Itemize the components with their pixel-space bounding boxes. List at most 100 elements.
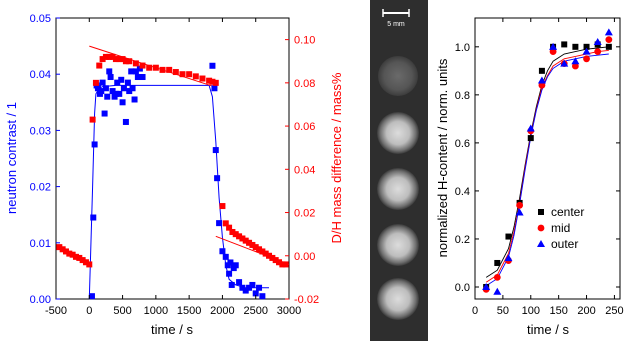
mass-diff-point <box>249 241 256 248</box>
mass-diff-point <box>276 259 283 266</box>
mass-diff-point <box>99 56 106 63</box>
mass-diff-point <box>262 250 269 257</box>
left-x-tick-label: -500 <box>45 305 67 317</box>
contrast-plot: -500 0 500 1000 1500 2000 2500 3000 0.00 0.01 0.02… <box>4 13 344 337</box>
outer-point <box>504 254 513 262</box>
mass-diff-point <box>232 231 239 238</box>
contrast-point <box>227 259 234 266</box>
mass-diff-point <box>66 250 73 257</box>
legend-marker-mid <box>537 224 545 232</box>
outer-point <box>526 124 535 132</box>
mid-point <box>538 81 546 89</box>
fit-line <box>88 84 269 300</box>
contrast-point <box>94 85 101 92</box>
h-x-tick-label: 100 <box>522 305 540 317</box>
left-y-tick-label: 0.05 <box>30 13 51 25</box>
contrast-point <box>219 248 226 255</box>
h-x-tick-label: 0 <box>472 305 478 317</box>
mass-diff-point <box>122 58 129 65</box>
mass-diff-point <box>132 60 139 67</box>
mass-diff-point <box>159 66 166 73</box>
mass-diff-point <box>72 253 79 260</box>
mass-diff-point <box>222 220 229 227</box>
mass-diff-point <box>59 246 66 253</box>
legend-marker-outer <box>537 240 545 247</box>
contrast-point <box>126 88 133 95</box>
contrast-point <box>107 74 114 81</box>
h-content-plot: 0 50 100 150 200 250 0.0 0.2 0.4 0.6 0.8 1.0 center… <box>435 17 624 337</box>
center-point <box>538 67 545 74</box>
contrast-point <box>256 284 263 291</box>
outer-point <box>493 287 502 295</box>
outer-point <box>537 76 546 84</box>
mass-diff-point <box>269 254 276 261</box>
left-x-tick-label: 1500 <box>177 305 201 317</box>
h-y-tick-label: 0.0 <box>455 282 470 294</box>
contrast-point <box>91 141 98 148</box>
outer-point <box>593 38 602 46</box>
h-x-tick-label: 150 <box>549 305 567 317</box>
contrast-point <box>88 293 95 300</box>
left-axis-ticks: -500 0 500 1000 1500 2000 2500 3000 0.00 0.01 0.02… <box>30 13 320 317</box>
mass-diff-point <box>199 75 206 82</box>
contrast-point <box>116 90 123 97</box>
h-y-tick-label: 0.4 <box>455 186 470 198</box>
mass-diff-point <box>192 73 199 80</box>
scale-bar-label: 5 mm <box>387 21 405 28</box>
mass-diff-point <box>152 64 159 71</box>
mass-diff-point <box>179 71 186 78</box>
contrast-point <box>90 214 97 221</box>
contrast-point <box>226 270 233 277</box>
right-y-tick-label: 0.10 <box>294 35 315 47</box>
legend: center mid outer <box>537 205 584 251</box>
contrast-point <box>252 290 259 297</box>
mass-diff-point <box>126 58 133 65</box>
mass-diff-point <box>166 66 173 73</box>
mid-point <box>571 62 579 70</box>
mid-point <box>516 201 524 209</box>
center-point <box>494 259 501 266</box>
legend-label-outer: outer <box>551 237 578 251</box>
mass-diff-point <box>112 56 119 63</box>
contrast-point <box>259 293 266 300</box>
mass-diff-point <box>282 261 289 268</box>
mass-diff-point <box>272 257 279 264</box>
mass-diff-point <box>186 71 193 78</box>
right-x-axis-label: time / s <box>527 322 569 337</box>
contrast-point <box>216 220 223 227</box>
h-y-tick-label: 0.8 <box>455 90 470 102</box>
mass-diff-point <box>96 62 103 69</box>
mass-diff-point <box>226 224 233 231</box>
right-fit-lines <box>485 46 609 287</box>
contrast-point <box>136 65 143 72</box>
sample-disk-3 <box>377 168 419 210</box>
contrast-point <box>212 147 219 154</box>
h-y-tick-label: 0.6 <box>455 138 470 150</box>
mass-diff-point <box>82 259 89 266</box>
mass-diff-point <box>279 261 286 268</box>
mid-point <box>605 36 613 44</box>
contrast-point <box>222 253 229 260</box>
left-x-tick-label: 1000 <box>144 305 168 317</box>
left-x-tick-label: 2000 <box>210 305 234 317</box>
sigmoid-fit-line <box>485 49 609 283</box>
contrast-point <box>228 281 235 288</box>
mid-point <box>594 48 602 56</box>
contrast-point <box>122 118 129 125</box>
outer-point <box>560 59 569 67</box>
center-point <box>505 233 512 240</box>
mass-diff-point <box>69 251 76 258</box>
sample-disk-2 <box>377 112 419 154</box>
sigmoid-fit-line <box>485 46 609 278</box>
h-x-tick-label: 250 <box>605 305 623 317</box>
contrast-point <box>99 79 106 86</box>
contrast-point <box>124 79 131 86</box>
mass-diff-point <box>119 56 126 63</box>
legend-label-mid: mid <box>551 221 570 235</box>
right-plot-frame <box>474 17 621 300</box>
contrast-point <box>112 90 119 97</box>
fit-line <box>89 45 216 88</box>
contrast-point <box>239 284 246 291</box>
sample-disk-4 <box>377 224 419 266</box>
